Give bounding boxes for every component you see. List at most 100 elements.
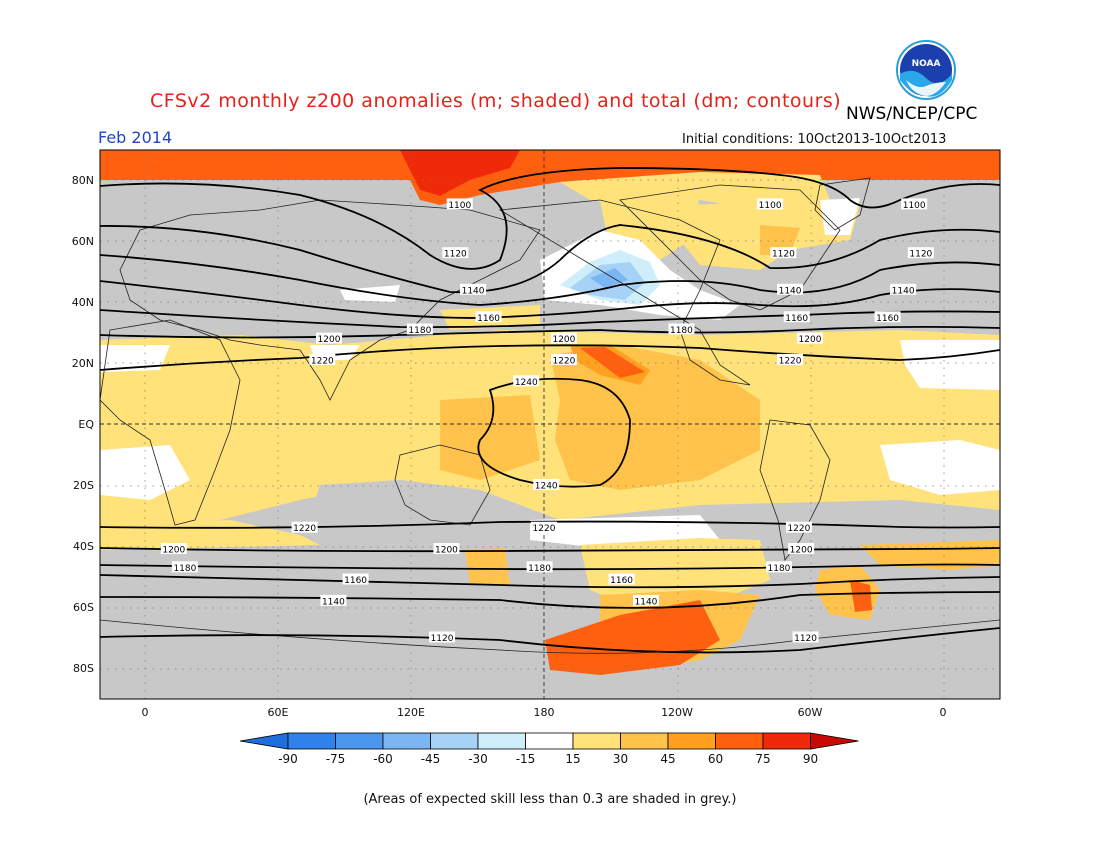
colorbar-box [382, 732, 431, 750]
svg-text:1220: 1220 [552, 356, 575, 366]
svg-text:1200: 1200 [790, 546, 813, 556]
contour-label-1200: 1200 [550, 332, 577, 345]
contour-label-1120: 1120 [907, 247, 934, 260]
colorbar-tick: 60 [708, 752, 723, 766]
colorbar-tick: 45 [660, 752, 675, 766]
skill-footnote: (Areas of expected skill less than 0.3 a… [363, 792, 737, 807]
contour-label-1200: 1200 [433, 543, 460, 556]
lat-label: 80N [72, 174, 94, 187]
agency-label: NWS/NCEP/CPC [846, 104, 978, 124]
contour-label-1220: 1220 [550, 353, 577, 366]
contour-label-1240: 1240 [513, 375, 540, 388]
contour-label-1220: 1220 [309, 353, 336, 366]
contour-label-1180: 1180 [526, 561, 553, 574]
south-atlantic-red [850, 580, 872, 612]
lon-label: 120E [397, 706, 425, 719]
contour-1160 [100, 280, 1000, 319]
forecast-month: Feb 2014 [98, 128, 173, 147]
contour-1100 [100, 167, 1000, 270]
lon-label: 120W [661, 706, 693, 719]
south-indian-white [880, 440, 1000, 495]
contour-label-1180: 1180 [171, 561, 198, 574]
lat-label: 60N [72, 235, 94, 248]
svg-text:1120: 1120 [431, 634, 454, 644]
svg-text:1120: 1120 [794, 634, 817, 644]
lon-label: 60E [268, 706, 289, 719]
colorbar-box [667, 732, 716, 750]
colorbar-tick: -45 [421, 752, 441, 766]
colorbar-box [477, 732, 526, 750]
colorbar-tick: -15 [516, 752, 536, 766]
contour-label-1220: 1220 [291, 521, 318, 534]
svg-text:1200: 1200 [552, 335, 575, 345]
svg-text:1220: 1220 [311, 356, 334, 366]
lat-label: 20S [73, 479, 94, 492]
contour-label-1200: 1200 [160, 543, 187, 556]
svg-text:1180: 1180 [408, 326, 431, 336]
contour-label-1120: 1120 [770, 247, 797, 260]
svg-text:1140: 1140 [462, 286, 485, 296]
svg-text:1180: 1180 [670, 326, 693, 336]
map-frame [99, 149, 1001, 700]
north-pacific-blue-dark [590, 268, 628, 288]
svg-text:1240: 1240 [515, 378, 538, 388]
svg-text:1200: 1200 [435, 546, 458, 556]
contour-1180 [100, 309, 1000, 329]
colorbar-box [430, 732, 479, 750]
contour-s1160 [100, 574, 1000, 589]
lon-label: 0 [940, 706, 947, 719]
colorbar-box [620, 732, 669, 750]
svg-text:1160: 1160 [876, 314, 899, 324]
height-contours [100, 167, 1000, 654]
colorbar-tick: 90 [803, 752, 818, 766]
colorbar-tick: 75 [755, 752, 770, 766]
svg-text:1160: 1160 [477, 314, 500, 324]
contour-1240 [477, 377, 631, 488]
contour-label-1180: 1180 [668, 323, 695, 336]
contour-label-1100: 1100 [446, 198, 473, 211]
lat-label: 40S [73, 540, 94, 553]
contour-s1200 [100, 547, 1000, 553]
svg-text:1200: 1200 [799, 335, 822, 345]
central-pacific-red [580, 347, 645, 378]
colorbar-box [715, 732, 764, 750]
contour-1220 [100, 344, 1000, 371]
svg-text:1180: 1180 [768, 564, 791, 574]
contour-label-1160: 1160 [608, 573, 635, 586]
arctic-anomaly-extension [400, 150, 1000, 205]
contour-labels: 1100 1100 1100 1120 1120 1120 1140 1140 1140 1160… [160, 198, 934, 644]
initial-conditions: Initial conditions: 10Oct2013-10Oct2013 [682, 132, 947, 147]
contour-s1120 [100, 627, 1000, 654]
contour-label-1220: 1220 [785, 521, 812, 534]
svg-text:1100: 1100 [448, 201, 471, 211]
colorbar-box [287, 732, 336, 750]
contour-label-1160: 1160 [783, 311, 810, 324]
svg-text:1180: 1180 [173, 564, 196, 574]
contour-s1140 [100, 591, 1000, 609]
colorbar-tick: 30 [613, 752, 628, 766]
svg-text:1120: 1120 [772, 250, 795, 260]
tropical-white-east [900, 340, 1000, 390]
svg-text:1100: 1100 [759, 201, 782, 211]
contour-s1180 [100, 563, 1000, 571]
contour-label-1160: 1160 [342, 573, 369, 586]
svg-text:1200: 1200 [162, 546, 185, 556]
svg-text:1240: 1240 [535, 482, 558, 492]
antarctic-red [545, 600, 720, 675]
contour-label-1200: 1200 [315, 332, 342, 345]
contour-1140 [100, 254, 1000, 306]
contour-label-1140: 1140 [890, 283, 917, 296]
svg-text:1180: 1180 [528, 564, 551, 574]
chart-title: CFSv2 monthly z200 anomalies (m; shaded)… [150, 90, 842, 112]
colorbar-box [335, 732, 384, 750]
colorbar-box [572, 732, 621, 750]
contour-label-1180: 1180 [765, 561, 792, 574]
contour-1200 [100, 325, 1000, 339]
svg-text:1140: 1140 [322, 597, 345, 607]
svg-text:1220: 1220 [533, 524, 556, 534]
lat-label: 40N [72, 296, 94, 309]
svg-text:1120: 1120 [909, 250, 932, 260]
contour-label-1160: 1160 [874, 311, 901, 324]
colorbar-arrow-left [239, 732, 289, 750]
colorbar-arrow-right [810, 732, 859, 750]
